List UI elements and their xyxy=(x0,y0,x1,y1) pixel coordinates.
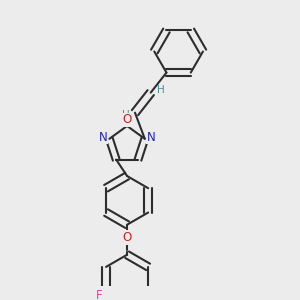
Text: O: O xyxy=(122,231,132,244)
Text: N: N xyxy=(147,131,155,144)
Text: O: O xyxy=(123,113,132,126)
Text: H: H xyxy=(157,85,165,95)
Text: N: N xyxy=(99,131,107,144)
Text: F: F xyxy=(96,289,102,300)
Text: H: H xyxy=(122,110,129,120)
